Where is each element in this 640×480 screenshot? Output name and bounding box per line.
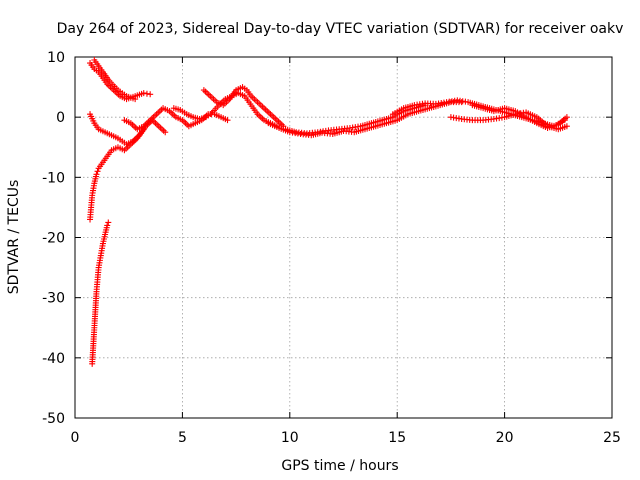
- series-track-hump: [170, 90, 280, 130]
- y-tick-label: 10: [47, 50, 65, 66]
- y-tick-label: -10: [42, 170, 65, 186]
- data-point-marker: [104, 222, 111, 229]
- chart-title: Day 264 of 2023, Sidereal Day-to-day VTE…: [57, 21, 624, 37]
- data-point-marker: [224, 117, 231, 124]
- series-track-hump-2: [200, 84, 287, 130]
- data-point-marker: [563, 123, 570, 130]
- series-track-lower-left: [87, 111, 169, 148]
- y-tick-label: -20: [42, 231, 65, 247]
- x-axis-label: GPS time / hours: [281, 458, 398, 474]
- series-track-right-3: [469, 102, 570, 131]
- data-point-marker: [93, 171, 100, 178]
- x-tick-label: 25: [603, 430, 621, 446]
- y-tick-label: -50: [42, 411, 65, 427]
- data-point-marker: [162, 129, 169, 136]
- y-axis-label: SDTVAR / TECUs: [6, 180, 22, 295]
- data-point-marker: [563, 114, 570, 121]
- x-tick-label: 15: [388, 430, 406, 446]
- data-marks: [87, 57, 570, 367]
- axis-ticks: 0 5 10 15 20 25 -50 -40 -30 -20 -10 0 10: [42, 50, 621, 446]
- data-point-marker: [105, 219, 112, 226]
- y-tick-label: 0: [56, 110, 65, 126]
- series-track-deep-dip: [89, 219, 112, 367]
- series-track-upper-left-2: [91, 57, 139, 103]
- x-tick-label: 20: [496, 430, 514, 446]
- series-track-dip-2: [87, 126, 147, 223]
- data-point-marker: [132, 96, 139, 103]
- y-tick-label: -40: [42, 351, 65, 367]
- data-point-marker: [143, 90, 150, 97]
- data-point-marker: [140, 90, 147, 97]
- x-tick-label: 10: [281, 430, 299, 446]
- x-tick-label: 5: [178, 430, 187, 446]
- data-point-marker: [147, 91, 154, 98]
- x-tick-label: 0: [71, 430, 80, 446]
- data-point-marker: [94, 168, 101, 175]
- y-tick-label: -30: [42, 291, 65, 307]
- grid: [75, 57, 612, 418]
